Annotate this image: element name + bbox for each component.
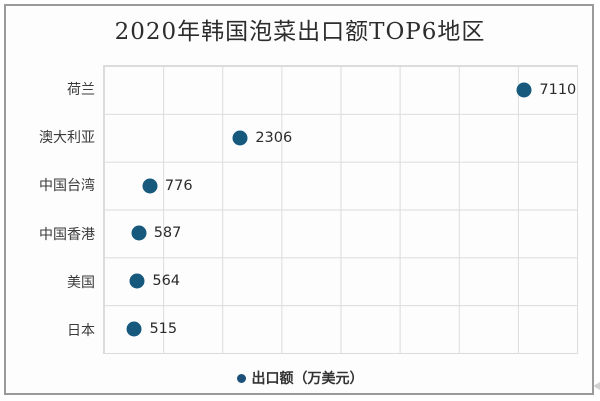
legend-dot-icon: [236, 373, 246, 383]
data-point-value: 776: [164, 177, 193, 194]
category-label: 中国香港: [39, 226, 95, 243]
category-axis: 荷兰澳大利亚中国台湾中国香港美国日本: [16, 65, 95, 354]
corner-artifact-icon: [593, 382, 600, 390]
data-point-value: 7110: [539, 81, 577, 98]
data-point-dot: [131, 225, 147, 241]
data-point-dot: [516, 82, 532, 98]
category-label: 中国台湾: [39, 178, 95, 195]
data-point-value: 587: [153, 225, 182, 242]
plot-area: 7110 2306 776 587 564 515: [103, 65, 578, 354]
category-label: 澳大利亚: [39, 130, 95, 147]
category-label: 日本: [67, 322, 95, 339]
legend: 出口额（万美元）: [0, 369, 600, 387]
category-label: 美国: [67, 274, 95, 291]
legend-label: 出口额（万美元）: [251, 371, 364, 387]
data-point-value: 564: [152, 273, 181, 290]
data-point-dot: [142, 178, 158, 194]
chart-title: 2020年韩国泡菜出口额TOP6地区: [114, 19, 486, 45]
data-point-dot: [129, 273, 145, 289]
data-point-dot: [126, 321, 142, 337]
category-label: 荷兰: [67, 82, 95, 99]
data-point-dot: [232, 130, 248, 146]
data-point-value: 2306: [255, 129, 293, 146]
data-point-value: 515: [149, 321, 178, 338]
